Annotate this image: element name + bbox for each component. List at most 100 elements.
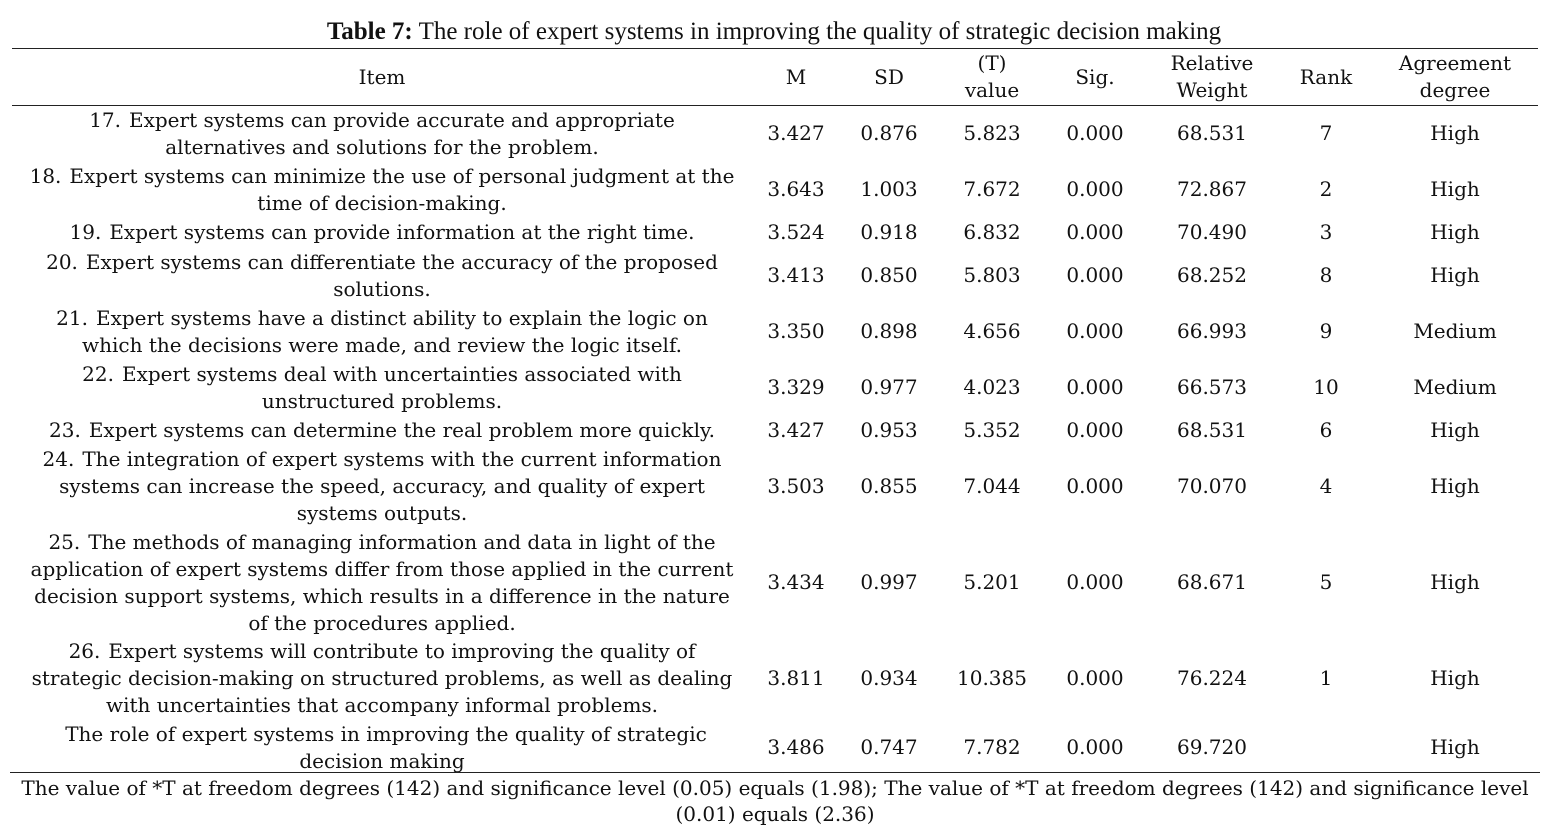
sig-cell: 0.000 [1066,666,1124,690]
sd-cell: 0.977 [860,375,918,399]
agreement-degree-cell: Medium [1413,375,1497,399]
t-value-cell: 5.201 [963,570,1021,594]
relative-weight-cell: 68.252 [1177,263,1247,287]
rank-cell: 10 [1313,375,1339,399]
relative-weight-cell: 69.720 [1177,735,1247,759]
agreement-degree-cell: High [1430,418,1480,442]
sd-cell: 0.855 [860,474,918,498]
rank-cell [1280,720,1372,776]
sig-cell: 0.000 [1066,474,1124,498]
header-sd: SD [840,48,938,106]
table-row: 26. Expert systems will contribute to imp… [12,638,1538,720]
t-value-cell: 7.672 [963,177,1021,201]
mean-cell: 3.503 [767,474,825,498]
header-mean: M [752,48,840,106]
table-row: 19. Expert systems can provide informatio… [12,218,1538,248]
t-value-cell: 7.044 [963,474,1021,498]
item-text: The methods of managing information and … [30,529,734,635]
sd-cell: 0.850 [860,263,918,287]
rank-cell: 9 [1319,319,1333,343]
table-row: 24. The integration of expert systems wit… [12,446,1538,528]
item-cell: 23. Expert systems can determine the real… [12,416,752,446]
item-text: Expert systems can provide information a… [109,220,695,244]
mean-cell: 3.413 [767,263,825,287]
t-value-cell: 5.823 [963,121,1021,146]
rank-cell: 2 [1319,177,1333,201]
mean-cell: 3.427 [767,121,825,146]
table-caption-text: The role of expert systems in improving … [418,18,1222,45]
agreement-degree-cell: High [1430,220,1480,244]
item-number: 20. [46,249,78,274]
mean-cell: 3.350 [767,319,825,343]
relative-weight-cell: 68.531 [1177,418,1247,442]
t-value-cell: 5.352 [963,418,1021,442]
item-cell: 24. The integration of expert systems wit… [12,446,752,528]
t-value-cell: 6.832 [963,220,1021,244]
sig-cell: 0.000 [1066,220,1124,244]
table-row: The role of expert systems in improving … [12,720,1538,776]
rank-cell: 6 [1319,418,1333,442]
relative-weight-cell: 70.490 [1177,220,1247,244]
rank-cell: 7 [1319,121,1333,146]
t-value-cell: 4.656 [963,319,1021,343]
item-number: 18. [29,163,62,188]
mean-cell: 3.329 [767,375,825,399]
sd-cell: 1.003 [860,177,918,201]
agreement-degree-cell: High [1430,121,1480,146]
item-text: The integration of expert systems with t… [59,447,722,525]
item-text: Expert systems will contribute to improv… [31,639,733,717]
mean-cell: 3.524 [767,220,825,244]
sd-cell: 0.918 [860,220,918,244]
relative-weight-cell: 66.993 [1177,319,1247,343]
agreement-degree-cell: High [1430,263,1480,287]
table-footnote: The value of *T at freedom degrees (142)… [10,772,1540,827]
item-text: The role of expert systems in improving … [65,721,707,773]
t-value-cell: 4.023 [963,375,1021,399]
agreement-degree-cell: High [1430,570,1480,594]
mean-cell: 3.811 [767,666,825,690]
agreement-degree-cell: High [1430,474,1480,498]
table-row: 17. Expert systems can provide accurate a… [12,106,1538,162]
item-number: 17. [89,107,121,132]
agreement-degree-cell: Medium [1413,319,1497,343]
item-cell: The role of expert systems in improving … [12,720,752,776]
header-row: Item M SD (T) value Sig. Relative Weight R… [12,48,1538,106]
agreement-degree-cell: High [1430,735,1480,759]
sd-cell: 0.953 [860,418,918,442]
sig-cell: 0.000 [1066,121,1124,146]
sig-cell: 0.000 [1066,375,1124,399]
relative-weight-cell: 68.671 [1177,570,1247,594]
item-cell: 18. Expert systems can minimize the use o… [12,162,752,218]
item-text: Expert systems can determine the real pr… [88,418,715,442]
item-text: Expert systems have a distinct ability t… [82,305,708,357]
sig-cell: 0.000 [1066,735,1124,759]
item-number: 19. [69,220,102,244]
sig-cell: 0.000 [1066,263,1124,287]
sd-cell: 0.876 [860,121,918,146]
sd-cell: 0.898 [860,319,918,343]
item-cell: 22. Expert systems deal with uncertaintie… [12,360,752,416]
item-cell: 19. Expert systems can provide informatio… [12,218,752,248]
relative-weight-cell: 76.224 [1177,666,1247,690]
mean-cell: 3.643 [767,177,825,201]
table-row: 23. Expert systems can determine the real… [12,416,1538,446]
item-number: 26. [68,639,101,663]
item-cell: 20. Expert systems can differentiate the … [12,248,752,304]
table-row: 25. The methods of managing information a… [12,528,1538,638]
item-cell: 26. Expert systems will contribute to imp… [12,638,752,720]
item-number: 25. [48,529,81,554]
agreement-degree-cell: High [1430,666,1480,690]
agreement-degree-cell: High [1430,177,1480,201]
item-number: 23. [49,418,81,442]
table-row: 20. Expert systems can differentiate the … [12,248,1538,304]
relative-weight-cell: 72.867 [1177,177,1247,201]
rank-cell: 5 [1319,570,1333,594]
relative-weight-cell: 70.070 [1177,474,1247,498]
rank-cell: 4 [1319,474,1333,498]
header-rank: Rank [1280,48,1372,106]
results-table: Item M SD (T) value Sig. Relative Weight R… [12,48,1538,776]
mean-cell: 3.434 [767,570,825,594]
table-row: 21. Expert systems have a distinct abilit… [12,304,1538,360]
item-number: 21. [56,305,88,330]
table-row: 22. Expert systems deal with uncertaintie… [12,360,1538,416]
